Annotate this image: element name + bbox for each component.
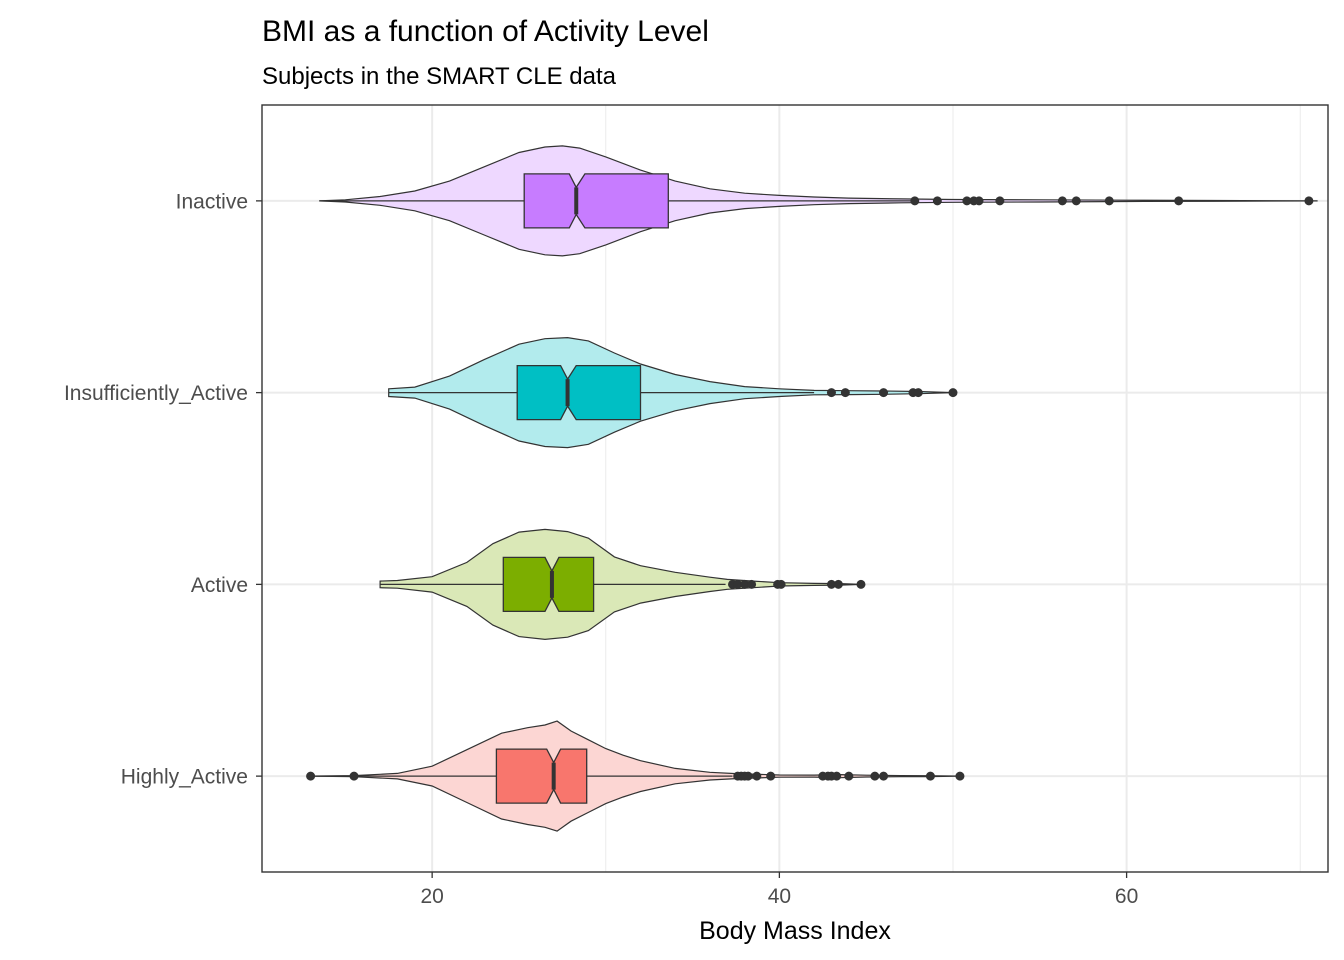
outlier-point-inactive <box>974 196 984 206</box>
outlier-point-active <box>733 579 743 589</box>
outlier-point-inactive <box>1104 196 1114 206</box>
outlier-point-highly-active <box>752 771 762 781</box>
outlier-point-highly-active <box>349 771 359 781</box>
outlier-point-highly-active <box>870 771 880 781</box>
box-active <box>502 556 595 613</box>
gridlines <box>262 105 1328 872</box>
x-tick-label: 20 <box>420 885 443 908</box>
outlier-point-insufficiently-active <box>879 388 889 398</box>
outlier-point-highly-active <box>832 771 842 781</box>
outlier-point-highly-active <box>306 771 316 781</box>
outlier-point-highly-active <box>925 771 935 781</box>
outlier-point-highly-active <box>743 771 753 781</box>
chart-title: BMI as a function of Activity Level <box>262 15 709 48</box>
outlier-point-inactive <box>932 196 942 206</box>
box-highly-active <box>495 748 588 804</box>
outlier-point-insufficiently-active <box>913 388 923 398</box>
outlier-point-inactive <box>1304 196 1314 206</box>
chart-subtitle: Subjects in the SMART CLE data <box>262 63 617 90</box>
outlier-point-inactive <box>1057 196 1067 206</box>
outlier-point-insufficiently-active <box>948 388 958 398</box>
y-tick-label-inactive: Inactive <box>176 190 248 213</box>
outlier-point-highly-active <box>879 771 889 781</box>
outlier-point-active <box>740 579 750 589</box>
box-inactive <box>523 173 669 229</box>
outlier-point-active <box>776 579 786 589</box>
y-tick-label-active: Active <box>191 574 248 597</box>
outlier-point-active <box>826 579 836 589</box>
outlier-point-active <box>747 579 757 589</box>
outlier-point-highly-active <box>955 771 965 781</box>
violins <box>310 145 1318 832</box>
outlier-point-active <box>833 579 843 589</box>
outlier-point-active <box>856 579 866 589</box>
outlier-point-highly-active <box>766 771 776 781</box>
box-insufficiently-active <box>516 364 642 421</box>
outlier-point-inactive <box>995 196 1005 206</box>
x-tick-label: 40 <box>768 885 791 908</box>
outlier-point-insufficiently-active <box>840 388 850 398</box>
outlier-point-inactive <box>910 196 920 206</box>
outlier-point-inactive <box>962 196 972 206</box>
outlier-point-insufficiently-active <box>826 388 836 398</box>
outlier-point-highly-active <box>844 771 854 781</box>
x-axis-title: Body Mass Index <box>699 917 891 945</box>
x-tick-label: 60 <box>1115 885 1138 908</box>
x-axis: 20 40 60 <box>420 872 1138 908</box>
plot-panel-border <box>261 104 1329 873</box>
outlier-points <box>306 196 1314 781</box>
y-tick-label-highly-active: Highly_Active <box>121 766 248 789</box>
y-tick-label-insufficiently-active: Insufficiently_Active <box>64 382 248 405</box>
y-axis: Highly_Active Active Insufficiently_Active… <box>64 190 262 789</box>
boxplots <box>310 173 912 804</box>
outlier-point-inactive <box>1174 196 1184 206</box>
outlier-point-inactive <box>1071 196 1081 206</box>
